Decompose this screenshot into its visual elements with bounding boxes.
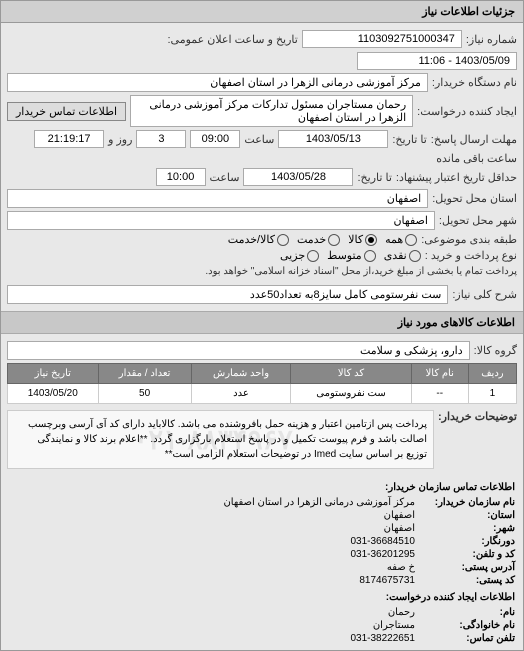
td-unit: عدد bbox=[191, 384, 291, 404]
contact-address: خ صفه bbox=[387, 562, 415, 573]
td-row: 1 bbox=[468, 384, 516, 404]
contact-city: اصفهان bbox=[384, 523, 415, 534]
desc-label: توضیحات خریدار: bbox=[438, 410, 517, 423]
td-qty: 50 bbox=[98, 384, 191, 404]
goods-group-label: گروه کالا: bbox=[474, 344, 517, 357]
delivery-state-field: اصفهان bbox=[7, 189, 428, 208]
radio-all-label: همه bbox=[385, 233, 403, 246]
radio-goods-label: کالا bbox=[348, 233, 363, 246]
time-remain-label: ساعت باقی مانده bbox=[436, 152, 517, 165]
summary-field: ست نفرستومی کامل سایز8به تعداد50عدد bbox=[7, 285, 448, 304]
validity-date-field: 1403/05/28 bbox=[243, 168, 353, 186]
validity-time-field: 10:00 bbox=[156, 168, 206, 186]
radio-split[interactable] bbox=[307, 250, 319, 262]
page-title: جزئیات اطلاعات نیاز bbox=[1, 1, 523, 23]
contact-phone-label: کد و تلفن: bbox=[415, 549, 515, 560]
buyer-org-field: مرکز آموزشی درمانی الزهرا در استان اصفها… bbox=[7, 73, 428, 92]
req-phone: 031-38222651 bbox=[350, 633, 415, 644]
contact-fax-label: دورنگار: bbox=[415, 536, 515, 547]
summary-label: شرح کلی نیاز: bbox=[452, 288, 517, 301]
deadline-label: مهلت ارسال پاسخ: bbox=[431, 133, 517, 146]
validity-time-label: ساعت bbox=[210, 171, 240, 184]
requester-field: رحمان مستاجران مسئول تدارکات مرکز آموزشی… bbox=[130, 95, 413, 127]
contact-org: مرکز آموزشی درمانی الزهرا در استان اصفها… bbox=[223, 497, 415, 508]
deadline-until-label: تا تاریخ: bbox=[392, 133, 426, 146]
deadline-time-label: ساعت bbox=[244, 133, 274, 146]
radio-partial-label: متوسط bbox=[327, 249, 362, 262]
contact-phone: 031-36201295 bbox=[350, 549, 415, 560]
contact-state: اصفهان bbox=[384, 510, 415, 521]
days-remain-label: روز و bbox=[108, 133, 132, 146]
radio-both[interactable] bbox=[277, 234, 289, 246]
req-family-label: نام خانوادگی: bbox=[415, 620, 515, 631]
td-code: ست نفروستومی bbox=[291, 384, 411, 404]
contact-org-label: نام سازمان خریدار: bbox=[415, 497, 515, 508]
th-date: تاریخ نیاز bbox=[8, 364, 99, 384]
radio-service[interactable] bbox=[328, 234, 340, 246]
req-phone-label: تلفن تماس: bbox=[415, 633, 515, 644]
delivery-city-label: شهر محل تحویل: bbox=[439, 214, 517, 227]
contact-postal-label: کد پستی: bbox=[415, 575, 515, 586]
radio-both-label: کالا/خدمت bbox=[228, 233, 275, 246]
radio-service-label: خدمت bbox=[297, 233, 326, 246]
radio-all[interactable] bbox=[405, 234, 417, 246]
category-radio-group: همه کالا خدمت کالا/خدمت bbox=[228, 233, 417, 246]
contact-state-label: استان: bbox=[415, 510, 515, 521]
contact-header: اطلاعات تماس سازمان خریدار: bbox=[9, 482, 515, 493]
td-name: -- bbox=[411, 384, 468, 404]
goods-table: ردیف نام کالا کد کالا واحد شمارش تعداد /… bbox=[7, 363, 517, 404]
table-header-row: ردیف نام کالا کد کالا واحد شمارش تعداد /… bbox=[8, 364, 517, 384]
desc-box: پرداخت پس ازتامین اعتبار و هزینه حمل باف… bbox=[7, 410, 434, 469]
req-name: رحمان bbox=[388, 607, 415, 618]
announce-date-label: تاریخ و ساعت اعلان عمومی: bbox=[167, 33, 297, 46]
payment-label: نوع پرداخت و خرید : bbox=[425, 249, 517, 262]
request-number-field: 1103092751000347 bbox=[302, 30, 462, 48]
delivery-city-field: اصفهان bbox=[7, 211, 435, 230]
th-code: کد کالا bbox=[291, 364, 411, 384]
th-qty: تعداد / مقدار bbox=[98, 364, 191, 384]
radio-goods[interactable] bbox=[365, 234, 377, 246]
time-remain-field: 21:19:17 bbox=[34, 130, 104, 148]
contact-fax: 031-36684510 bbox=[350, 536, 415, 547]
request-number-label: شماره نیاز: bbox=[466, 33, 517, 46]
days-remain-field: 3 bbox=[136, 130, 186, 148]
validity-until-label: تا تاریخ: bbox=[357, 171, 391, 184]
contact-info-button[interactable]: اطلاعات تماس خریدار bbox=[7, 102, 126, 121]
td-date: 1403/05/20 bbox=[8, 384, 99, 404]
contact-postal: 8174675731 bbox=[359, 575, 415, 586]
requester-header: اطلاعات ایجاد کننده درخواست: bbox=[9, 592, 515, 603]
contact-address-label: آدرس پستی: bbox=[415, 562, 515, 573]
radio-split-label: جزیی bbox=[280, 249, 305, 262]
goods-group-field: دارو، پزشکی و سلامت bbox=[7, 341, 470, 360]
radio-partial[interactable] bbox=[364, 250, 376, 262]
radio-cash[interactable] bbox=[409, 250, 421, 262]
requester-label: ایجاد کننده درخواست: bbox=[417, 105, 517, 118]
goods-section-header: اطلاعات کالاهای مورد نیاز bbox=[1, 311, 523, 334]
payment-radio-group: نقدی متوسط جزیی bbox=[280, 249, 421, 262]
contact-city-label: شهر: bbox=[415, 523, 515, 534]
req-name-label: نام: bbox=[415, 607, 515, 618]
delivery-state-label: استان محل تحویل: bbox=[432, 192, 517, 205]
payment-note: پرداخت تمام یا بخشی از مبلغ خرید،از محل … bbox=[7, 266, 517, 277]
deadline-date-field: 1403/05/13 bbox=[278, 130, 388, 148]
th-row: ردیف bbox=[468, 364, 516, 384]
radio-cash-label: نقدی bbox=[384, 249, 407, 262]
th-unit: واحد شمارش bbox=[191, 364, 291, 384]
table-row: 1 -- ست نفروستومی عدد 50 1403/05/20 bbox=[8, 384, 517, 404]
deadline-time-field: 09:00 bbox=[190, 130, 240, 148]
announce-date-field: 1403/05/09 - 11:06 bbox=[357, 52, 517, 70]
buyer-org-label: نام دستگاه خریدار: bbox=[432, 76, 517, 89]
desc-text: پرداخت پس ازتامین اعتبار و هزینه حمل باف… bbox=[28, 419, 427, 460]
validity-label: حداقل تاریخ اعتبار پیشنهاد: bbox=[396, 171, 517, 184]
th-name: نام کالا bbox=[411, 364, 468, 384]
category-label: طبقه بندی موضوعی: bbox=[421, 233, 517, 246]
req-family: مستاجران bbox=[373, 620, 415, 631]
